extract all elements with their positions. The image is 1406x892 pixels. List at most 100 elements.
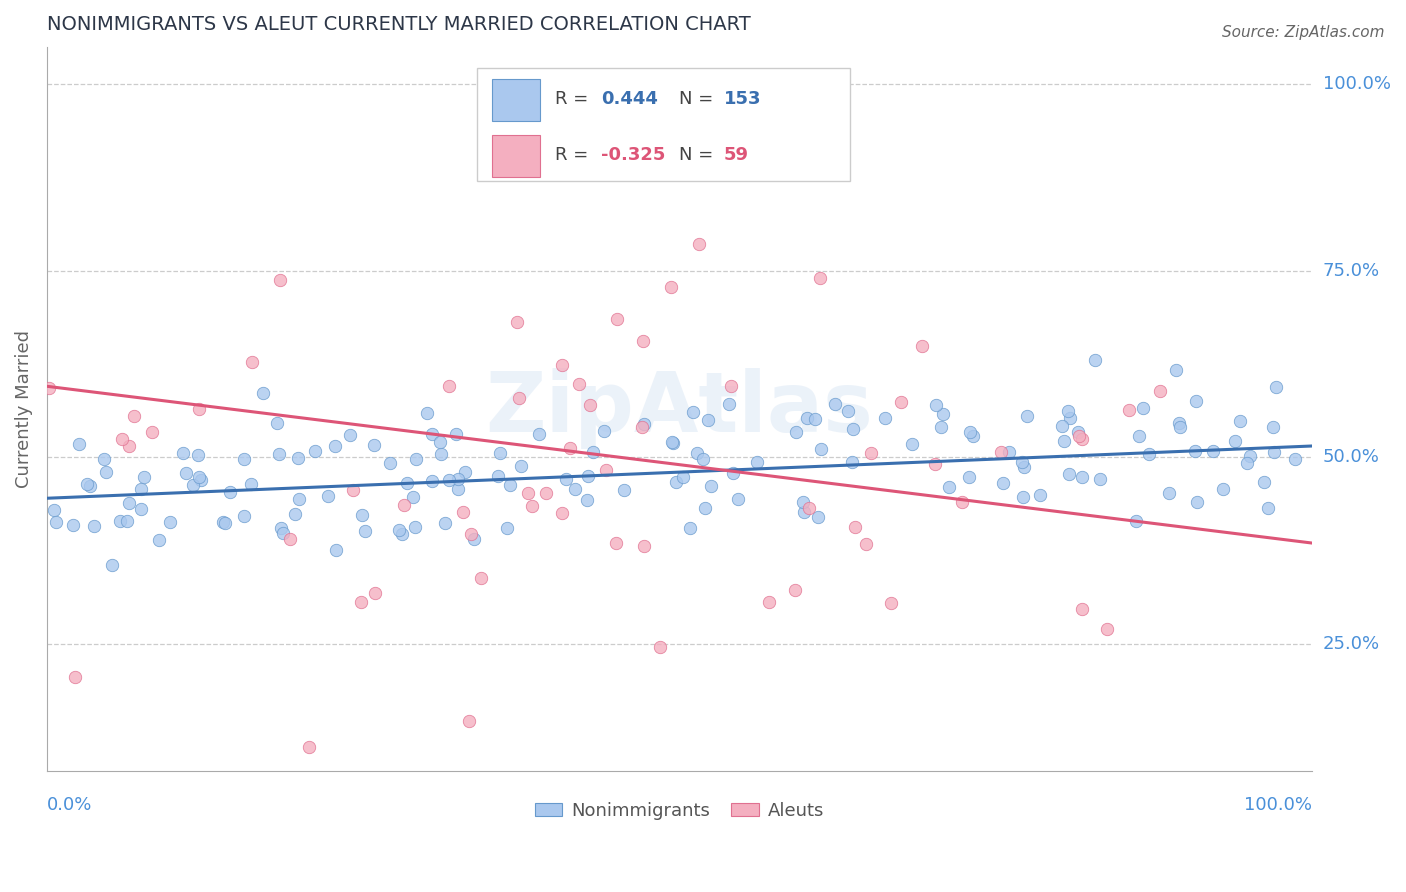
Point <box>911 338 934 352</box>
Point <box>797 501 820 516</box>
Point <box>463 533 485 547</box>
Point <box>661 434 683 449</box>
Point <box>527 426 550 441</box>
Point <box>1118 403 1140 417</box>
Point <box>516 485 538 500</box>
Point <box>998 445 1021 459</box>
Point <box>354 524 377 538</box>
Bar <box>492 135 540 178</box>
Point <box>720 379 742 393</box>
Point <box>879 596 901 610</box>
Point <box>437 378 460 392</box>
Text: R =: R = <box>555 90 595 108</box>
Point <box>110 514 132 528</box>
Point <box>239 477 262 491</box>
Bar <box>477 69 851 180</box>
Point <box>841 455 863 469</box>
Point <box>633 417 655 431</box>
Point <box>420 426 443 441</box>
Text: N =: N = <box>679 90 720 108</box>
Point <box>1029 488 1052 502</box>
Point <box>278 532 301 546</box>
Point <box>45 515 67 529</box>
Point <box>1167 417 1189 431</box>
Point <box>1057 404 1080 418</box>
Point <box>363 437 385 451</box>
Point <box>129 502 152 516</box>
Point <box>758 594 780 608</box>
Point <box>824 397 846 411</box>
Point <box>1263 445 1285 459</box>
Point <box>665 475 688 490</box>
Text: 50.0%: 50.0% <box>1323 448 1379 467</box>
Point <box>270 521 292 535</box>
Point <box>855 537 877 551</box>
Point <box>962 429 984 443</box>
Point <box>842 422 865 436</box>
Point <box>233 451 256 466</box>
Point <box>350 595 373 609</box>
Point <box>873 411 896 425</box>
Point <box>1084 353 1107 368</box>
Point <box>576 469 599 483</box>
Point <box>117 514 139 528</box>
Point <box>682 405 704 419</box>
Point <box>1159 486 1181 500</box>
Point <box>1263 419 1285 434</box>
Point <box>692 452 714 467</box>
Point <box>430 447 453 461</box>
Point <box>1067 425 1090 440</box>
Point <box>148 533 170 548</box>
Point <box>396 475 419 490</box>
Point <box>190 473 212 487</box>
Point <box>93 452 115 467</box>
Point <box>405 452 427 467</box>
Point <box>65 670 87 684</box>
Point <box>266 417 288 431</box>
Text: 75.0%: 75.0% <box>1323 261 1381 279</box>
Point <box>745 455 768 469</box>
Point <box>693 500 716 515</box>
Point <box>79 479 101 493</box>
Point <box>697 413 720 427</box>
Point <box>122 409 145 424</box>
Point <box>486 468 509 483</box>
Point <box>688 237 710 252</box>
Point <box>416 406 439 420</box>
Point <box>631 420 654 434</box>
Point <box>267 447 290 461</box>
Point <box>342 483 364 497</box>
Point <box>402 490 425 504</box>
Point <box>233 508 256 523</box>
Text: N =: N = <box>679 146 720 164</box>
Point <box>287 451 309 466</box>
Point <box>991 476 1014 491</box>
Point <box>938 480 960 494</box>
Point <box>187 402 209 417</box>
Point <box>837 404 859 418</box>
Point <box>38 381 60 395</box>
Point <box>453 505 475 519</box>
Point <box>804 412 827 426</box>
Point <box>460 527 482 541</box>
Point <box>67 436 90 450</box>
Point <box>686 445 709 459</box>
Point <box>796 411 818 425</box>
Point <box>339 428 361 442</box>
Point <box>187 470 209 484</box>
Point <box>118 496 141 510</box>
Point <box>1225 434 1247 448</box>
Point <box>508 392 530 406</box>
Point <box>659 279 682 293</box>
Point <box>1059 410 1081 425</box>
Point <box>723 466 745 480</box>
Point <box>62 518 84 533</box>
Point <box>595 463 617 477</box>
Point <box>699 479 721 493</box>
Point <box>298 740 321 755</box>
Text: 59: 59 <box>724 146 748 164</box>
Text: 100.0%: 100.0% <box>1244 796 1312 814</box>
Point <box>323 439 346 453</box>
Point <box>931 407 953 421</box>
Point <box>159 515 181 529</box>
